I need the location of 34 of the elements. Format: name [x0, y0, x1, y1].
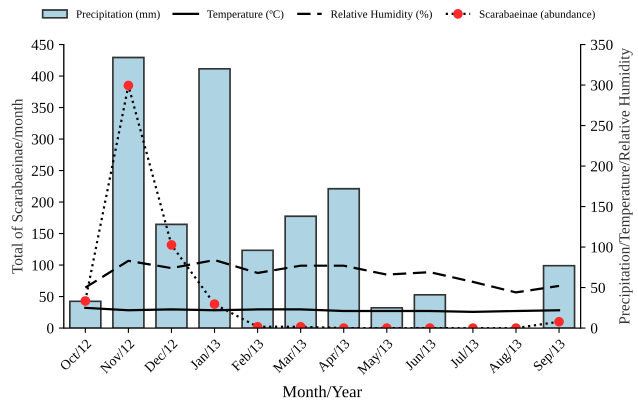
bar [155, 224, 188, 328]
y2-axis-title: Precipitation/Temperature/Relative Humidity [618, 48, 633, 324]
y2-tick-label: 100 [592, 242, 613, 252]
y2-tick-label: 250 [590, 120, 613, 131]
y2-tick-label: 0 [590, 323, 598, 334]
bar [542, 264, 576, 328]
y-tick-label: 250 [32, 166, 54, 176]
bar [327, 188, 360, 328]
y-tick-label: 0 [47, 323, 54, 334]
bar [198, 68, 231, 328]
y-tick-label: 100 [32, 260, 54, 270]
y-tick-label: 50 [40, 292, 54, 302]
y-tick-label: 350 [32, 102, 54, 113]
y2-tick-label: 300 [591, 80, 613, 90]
y2-tick-label: 350 [591, 40, 613, 50]
y-tick-label: 300 [32, 134, 54, 144]
y-tick-label: 200 [32, 197, 54, 208]
y2-tick-label: 150 [592, 202, 613, 212]
y2-tick-label: 200 [590, 161, 613, 172]
y-axis-title: Total of Scarabaeinae/month [12, 98, 22, 274]
y2-tick-label: 50 [591, 282, 605, 293]
y-tick-label: 450 [31, 40, 54, 50]
point [124, 80, 134, 90]
y-tick-label: 400 [31, 71, 54, 82]
point [166, 240, 176, 250]
bar [241, 249, 274, 328]
legend-label: Precipitation (mm) [76, 10, 160, 20]
legend-label: Relative Humidity (%) [330, 10, 432, 20]
legend-label: Scarabaeinae (abundance) [480, 10, 595, 20]
bar [112, 56, 145, 328]
x-axis-title: Month/Year [282, 386, 362, 398]
legend-label: Temperature (ºC) [207, 10, 284, 20]
bar [284, 215, 317, 328]
y-tick-label: 150 [32, 228, 54, 239]
